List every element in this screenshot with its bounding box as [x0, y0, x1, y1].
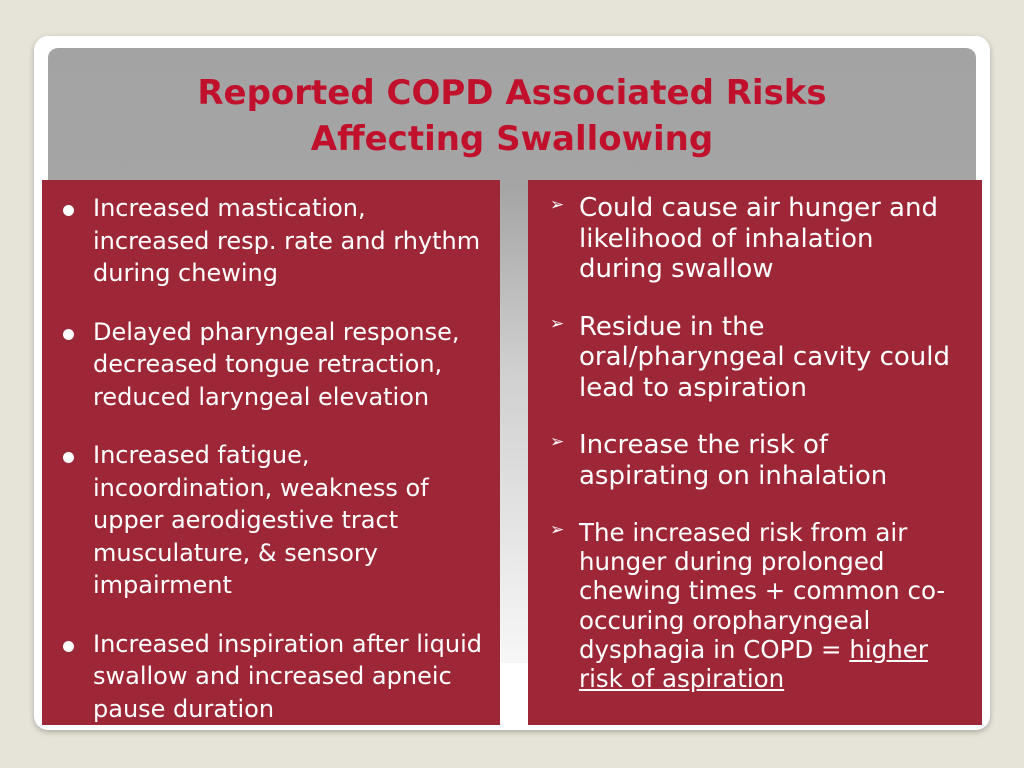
slide-title-line-1: Reported COPD Associated Risks [197, 73, 827, 113]
list-item: ➢ The increased risk from air hunger dur… [550, 518, 964, 694]
round-bullet-icon [63, 328, 74, 340]
list-item-text: Increased inspiration after liquid swall… [93, 629, 482, 723]
slide-title: Reported COPD Associated Risks Affecting… [48, 70, 976, 162]
arrowhead-bullet-icon: ➢ [550, 432, 565, 452]
right-content-panel: ➢ Could cause air hunger and likelihood … [528, 180, 982, 725]
list-item: Increased fatigue, incoordination, weakn… [63, 439, 482, 602]
round-bullet-icon [63, 205, 74, 216]
round-bullet-icon [63, 640, 74, 652]
list-item: ➢ Could cause air hunger and likelihood … [550, 193, 964, 285]
list-item-text: Increase the risk of aspirating on inhal… [579, 430, 888, 491]
list-item-text: Residue in the oral/pharyngeal cavity co… [579, 311, 950, 403]
slide-title-line-2: Affecting Swallowing [310, 119, 714, 159]
round-bullet-icon [63, 452, 74, 463]
list-item: Increased mastication, increased resp. r… [63, 192, 482, 290]
list-item: ➢ Residue in the oral/pharyngeal cavity … [550, 311, 964, 404]
emphasis-underlined-text: higher risk of aspiration [579, 634, 928, 694]
list-item: Increased inspiration after liquid swall… [63, 628, 482, 726]
list-item-text: Delayed pharyngeal response, decreased t… [93, 317, 460, 411]
list-item: Delayed pharyngeal response, decreased t… [63, 316, 482, 414]
arrowhead-bullet-icon: ➢ [550, 195, 565, 215]
left-bullet-list: Increased mastication, increased resp. r… [42, 180, 500, 725]
right-bullet-list: ➢ Could cause air hunger and likelihood … [528, 180, 982, 693]
list-item-text: Increased mastication, increased resp. r… [93, 194, 481, 287]
list-item-text: The increased risk from air hunger durin… [579, 518, 946, 664]
arrowhead-bullet-icon: ➢ [550, 520, 565, 540]
list-item: ➢ Increase the risk of aspirating on inh… [550, 430, 964, 491]
left-content-panel: Increased mastication, increased resp. r… [42, 180, 500, 725]
list-item-text: Could cause air hunger and likelihood of… [579, 193, 938, 284]
arrowhead-bullet-icon: ➢ [550, 313, 565, 334]
list-item-text: Increased fatigue, incoordination, weakn… [93, 441, 429, 599]
